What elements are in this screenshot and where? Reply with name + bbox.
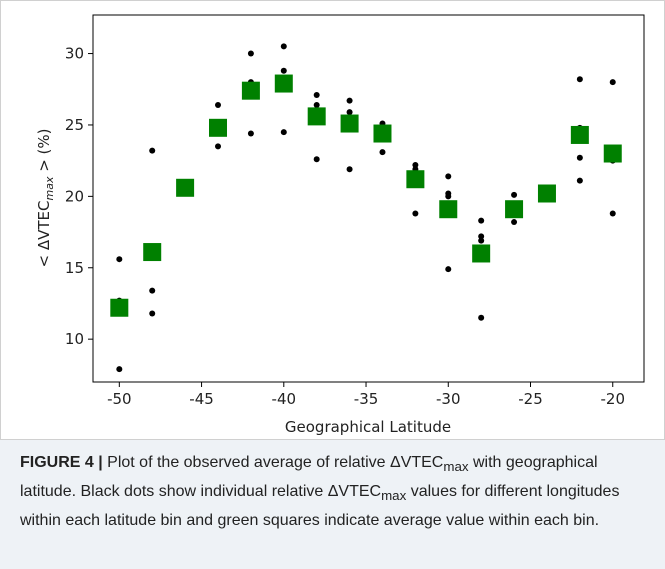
point [313,101,320,108]
point [478,217,485,224]
mean-square [439,200,458,219]
x-tick-label: -20 [600,390,625,408]
mean-square [241,81,260,100]
point [445,193,452,200]
x-tick-label: -35 [354,390,379,408]
mean-square [570,125,589,144]
point [511,191,518,198]
caption-text: Plot of the observed average of relative… [102,454,444,471]
point [576,76,583,83]
point [478,314,485,321]
mean-square [537,184,556,203]
point [379,149,386,156]
point [280,67,287,74]
y-label-text: > (%) [35,128,53,176]
point [247,50,254,57]
point [346,97,353,104]
point [247,130,254,137]
x-tick-label: -45 [189,390,214,408]
point [609,210,616,217]
x-tick-label: -40 [272,390,297,408]
mean-square [274,74,293,93]
point [576,177,583,184]
mean-square [603,144,622,163]
mean-square [505,200,524,219]
point [478,233,485,240]
point [149,287,156,294]
caption-text: values for different longitudes within e… [20,483,620,530]
point [478,237,485,244]
x-tick-label: -30 [436,390,461,408]
y-label-text: < ΔVTEC [35,201,53,268]
mean-square [176,178,195,197]
point [346,166,353,173]
point [149,310,156,317]
point [412,210,419,217]
point [445,173,452,180]
y-tick-label: 15 [65,259,84,277]
x-tick-label: -50 [107,390,132,408]
y-tick-label: 10 [65,330,84,348]
point [346,109,353,116]
mean-square [143,243,162,262]
chart: Geographical Latitude < ΔVTECmax > (%) -… [35,14,645,436]
caption: FIGURE 4 | Plot of the observed average … [0,440,665,569]
point [313,91,320,98]
point [116,256,123,263]
mean-square [110,298,129,317]
caption-label: FIGURE 4 | [20,454,103,471]
caption-sub: max [443,459,469,475]
point [280,43,287,50]
point [576,154,583,161]
point [445,266,452,273]
x-tick-label: -25 [518,390,543,408]
point [215,101,222,108]
point [116,366,123,373]
y-label-sub: max [43,176,56,200]
mean-square [307,107,326,126]
mean-square [472,244,491,263]
point [313,156,320,163]
point [149,147,156,154]
y-tick-label: 30 [65,45,84,63]
caption-sub: max [381,488,407,504]
mean-square [340,114,359,133]
point [280,129,287,136]
mean-square [209,118,228,137]
mean-square [406,170,425,189]
point [215,143,222,150]
figure: Geographical Latitude < ΔVTECmax > (%) -… [0,0,665,440]
y-axis-label: < ΔVTECmax > (%) [35,128,56,267]
point [412,161,419,168]
y-tick-label: 25 [65,116,84,134]
mean-square [373,124,392,143]
caption-text: with geographical latitude. Black dots s… [20,454,598,501]
y-tick-label: 20 [65,187,84,205]
point [511,219,518,226]
plot-frame [92,14,645,383]
point [609,79,616,86]
x-axis-label: Geographical Latitude [285,418,451,436]
